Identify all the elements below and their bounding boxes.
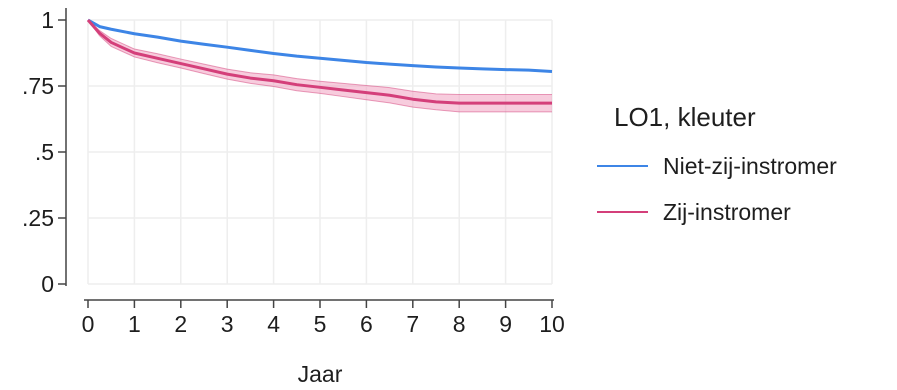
series-line-0 — [87, 18, 553, 73]
legend: LO1, kleuter Niet-zij-instromer Zij-instro… — [597, 102, 837, 225]
series-band-upper-1 — [87, 19, 552, 95]
legend-title: LO1, kleuter — [614, 102, 756, 132]
x-axis-label: Jaar — [298, 361, 343, 387]
x-tick-label: 4 — [267, 311, 280, 337]
grid-lines — [87, 19, 553, 285]
x-tick-label: 3 — [221, 311, 234, 337]
y-tick-label: 0 — [41, 271, 54, 297]
series-lines — [86, 18, 553, 105]
y-tick-label: .75 — [22, 73, 54, 99]
series-band-lower-1 — [87, 19, 552, 113]
x-tick-label: 7 — [406, 311, 419, 337]
x-tick-label: 6 — [360, 311, 373, 337]
legend-label-1: Zij-instromer — [663, 199, 791, 225]
legend-label-0: Niet-zij-instromer — [663, 153, 837, 179]
x-tick-label: 1 — [128, 311, 141, 337]
x-tick-label: 9 — [499, 311, 512, 337]
x-tick-label: 5 — [314, 311, 327, 337]
y-tick-label: 1 — [41, 7, 54, 33]
y-tick-label: .25 — [22, 205, 54, 231]
x-tick-label: 10 — [539, 311, 565, 337]
y-tick-label: .5 — [35, 139, 54, 165]
x-tick-label: 8 — [453, 311, 466, 337]
series-line-1 — [86, 19, 552, 105]
x-tick-label: 0 — [82, 311, 95, 337]
x-tick-label: 2 — [174, 311, 187, 337]
